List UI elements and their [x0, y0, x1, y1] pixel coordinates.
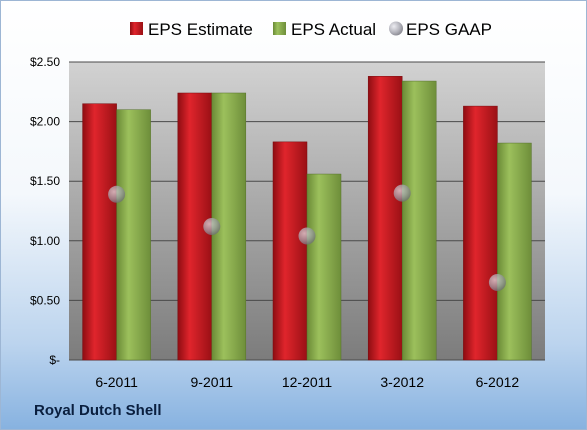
x-tick-label: 12-2011	[282, 374, 333, 390]
point-eps-gaap	[488, 274, 506, 292]
bar-eps-actual	[401, 80, 437, 361]
legend-swatch-gaap	[389, 21, 403, 36]
point-eps-gaap	[393, 184, 411, 202]
bar-eps-estimate	[463, 105, 498, 361]
x-axis-ticks: 6-2011 9-2011 12-2011 3-2012 6-2012	[95, 374, 519, 390]
gaap-points	[108, 184, 506, 292]
y-tick-label: $0.50	[30, 293, 60, 307]
bar-eps-actual	[497, 142, 532, 361]
bar-eps-estimate	[367, 76, 403, 361]
bar-eps-estimate	[272, 141, 308, 361]
legend-swatch-estimate	[130, 22, 143, 35]
point-eps-gaap	[108, 185, 126, 203]
y-tick-label: $1.00	[30, 234, 60, 248]
company-name: Royal Dutch Shell	[34, 402, 162, 419]
y-tick-label: $2.00	[30, 115, 60, 129]
bar-eps-actual	[306, 173, 342, 361]
bars	[82, 76, 532, 361]
y-tick-label: $1.50	[30, 174, 60, 188]
x-tick-label: 3-2012	[380, 374, 424, 390]
bar-eps-estimate	[82, 103, 117, 361]
point-eps-gaap	[203, 217, 221, 235]
y-tick-label: $2.50	[30, 55, 60, 69]
legend-label-gaap: EPS GAAP	[406, 20, 492, 39]
legend: EPS Estimate EPS Actual EPS GAAP	[130, 20, 492, 39]
x-tick-label: 6-2012	[476, 374, 520, 390]
point-eps-gaap	[298, 227, 316, 245]
legend-swatch-actual	[273, 22, 286, 35]
legend-label-estimate: EPS Estimate	[148, 20, 253, 39]
x-tick-label: 6-2011	[95, 374, 138, 390]
y-axis-ticks: $- $0.50 $1.00 $1.50 $2.00 $2.50	[30, 55, 60, 367]
legend-label-actual: EPS Actual	[291, 20, 376, 39]
y-tick-label: $-	[49, 353, 60, 367]
x-tick-label: 9-2011	[191, 374, 234, 390]
bar-eps-actual	[116, 109, 151, 361]
